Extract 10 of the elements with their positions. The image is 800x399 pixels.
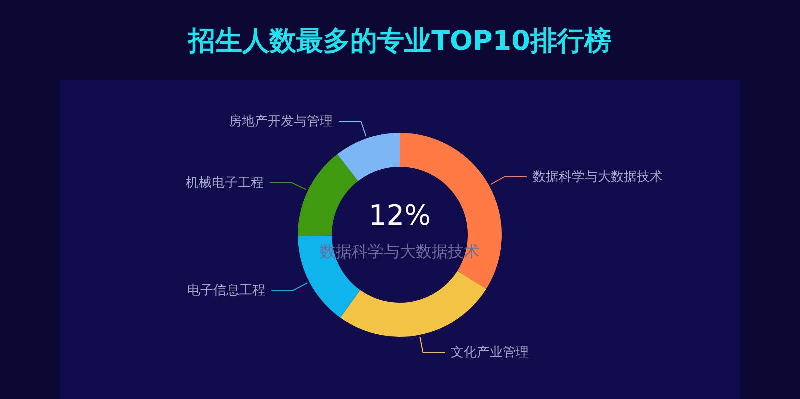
chart-title: 招生人数最多的专业TOP10排行榜 [188, 26, 612, 57]
slice-label: 数据科学与大数据技术 [532, 170, 663, 185]
slice-label: 机械电子工程 [186, 176, 264, 191]
slice-label: 电子信息工程 [188, 283, 266, 298]
slice-label: 房地产开发与管理 [229, 113, 334, 130]
donut-slice [340, 271, 486, 337]
donut-slice [337, 133, 400, 182]
donut-slice [298, 154, 358, 236]
slice-label: 文化产业管理 [451, 346, 530, 361]
text: 12% [368, 199, 432, 232]
